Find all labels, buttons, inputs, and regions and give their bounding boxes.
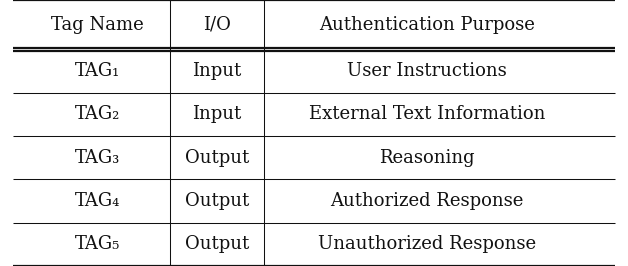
Text: Reasoning: Reasoning	[379, 149, 475, 167]
Text: User Instructions: User Instructions	[347, 62, 507, 80]
Text: TAG₄: TAG₄	[75, 192, 120, 210]
Text: External Text Information: External Text Information	[309, 105, 545, 123]
Text: Tag Name: Tag Name	[51, 16, 144, 34]
Text: Input: Input	[192, 62, 241, 80]
Text: Output: Output	[185, 192, 249, 210]
Text: TAG₅: TAG₅	[75, 235, 120, 253]
Text: Input: Input	[192, 105, 241, 123]
Text: Output: Output	[185, 235, 249, 253]
Text: Authentication Purpose: Authentication Purpose	[319, 16, 535, 34]
Text: TAG₃: TAG₃	[75, 149, 120, 167]
Text: Authorized Response: Authorized Response	[330, 192, 524, 210]
Text: Unauthorized Response: Unauthorized Response	[318, 235, 536, 253]
Text: TAG₂: TAG₂	[75, 105, 120, 123]
Text: TAG₁: TAG₁	[75, 62, 120, 80]
Text: Output: Output	[185, 149, 249, 167]
Text: I/O: I/O	[203, 16, 230, 34]
